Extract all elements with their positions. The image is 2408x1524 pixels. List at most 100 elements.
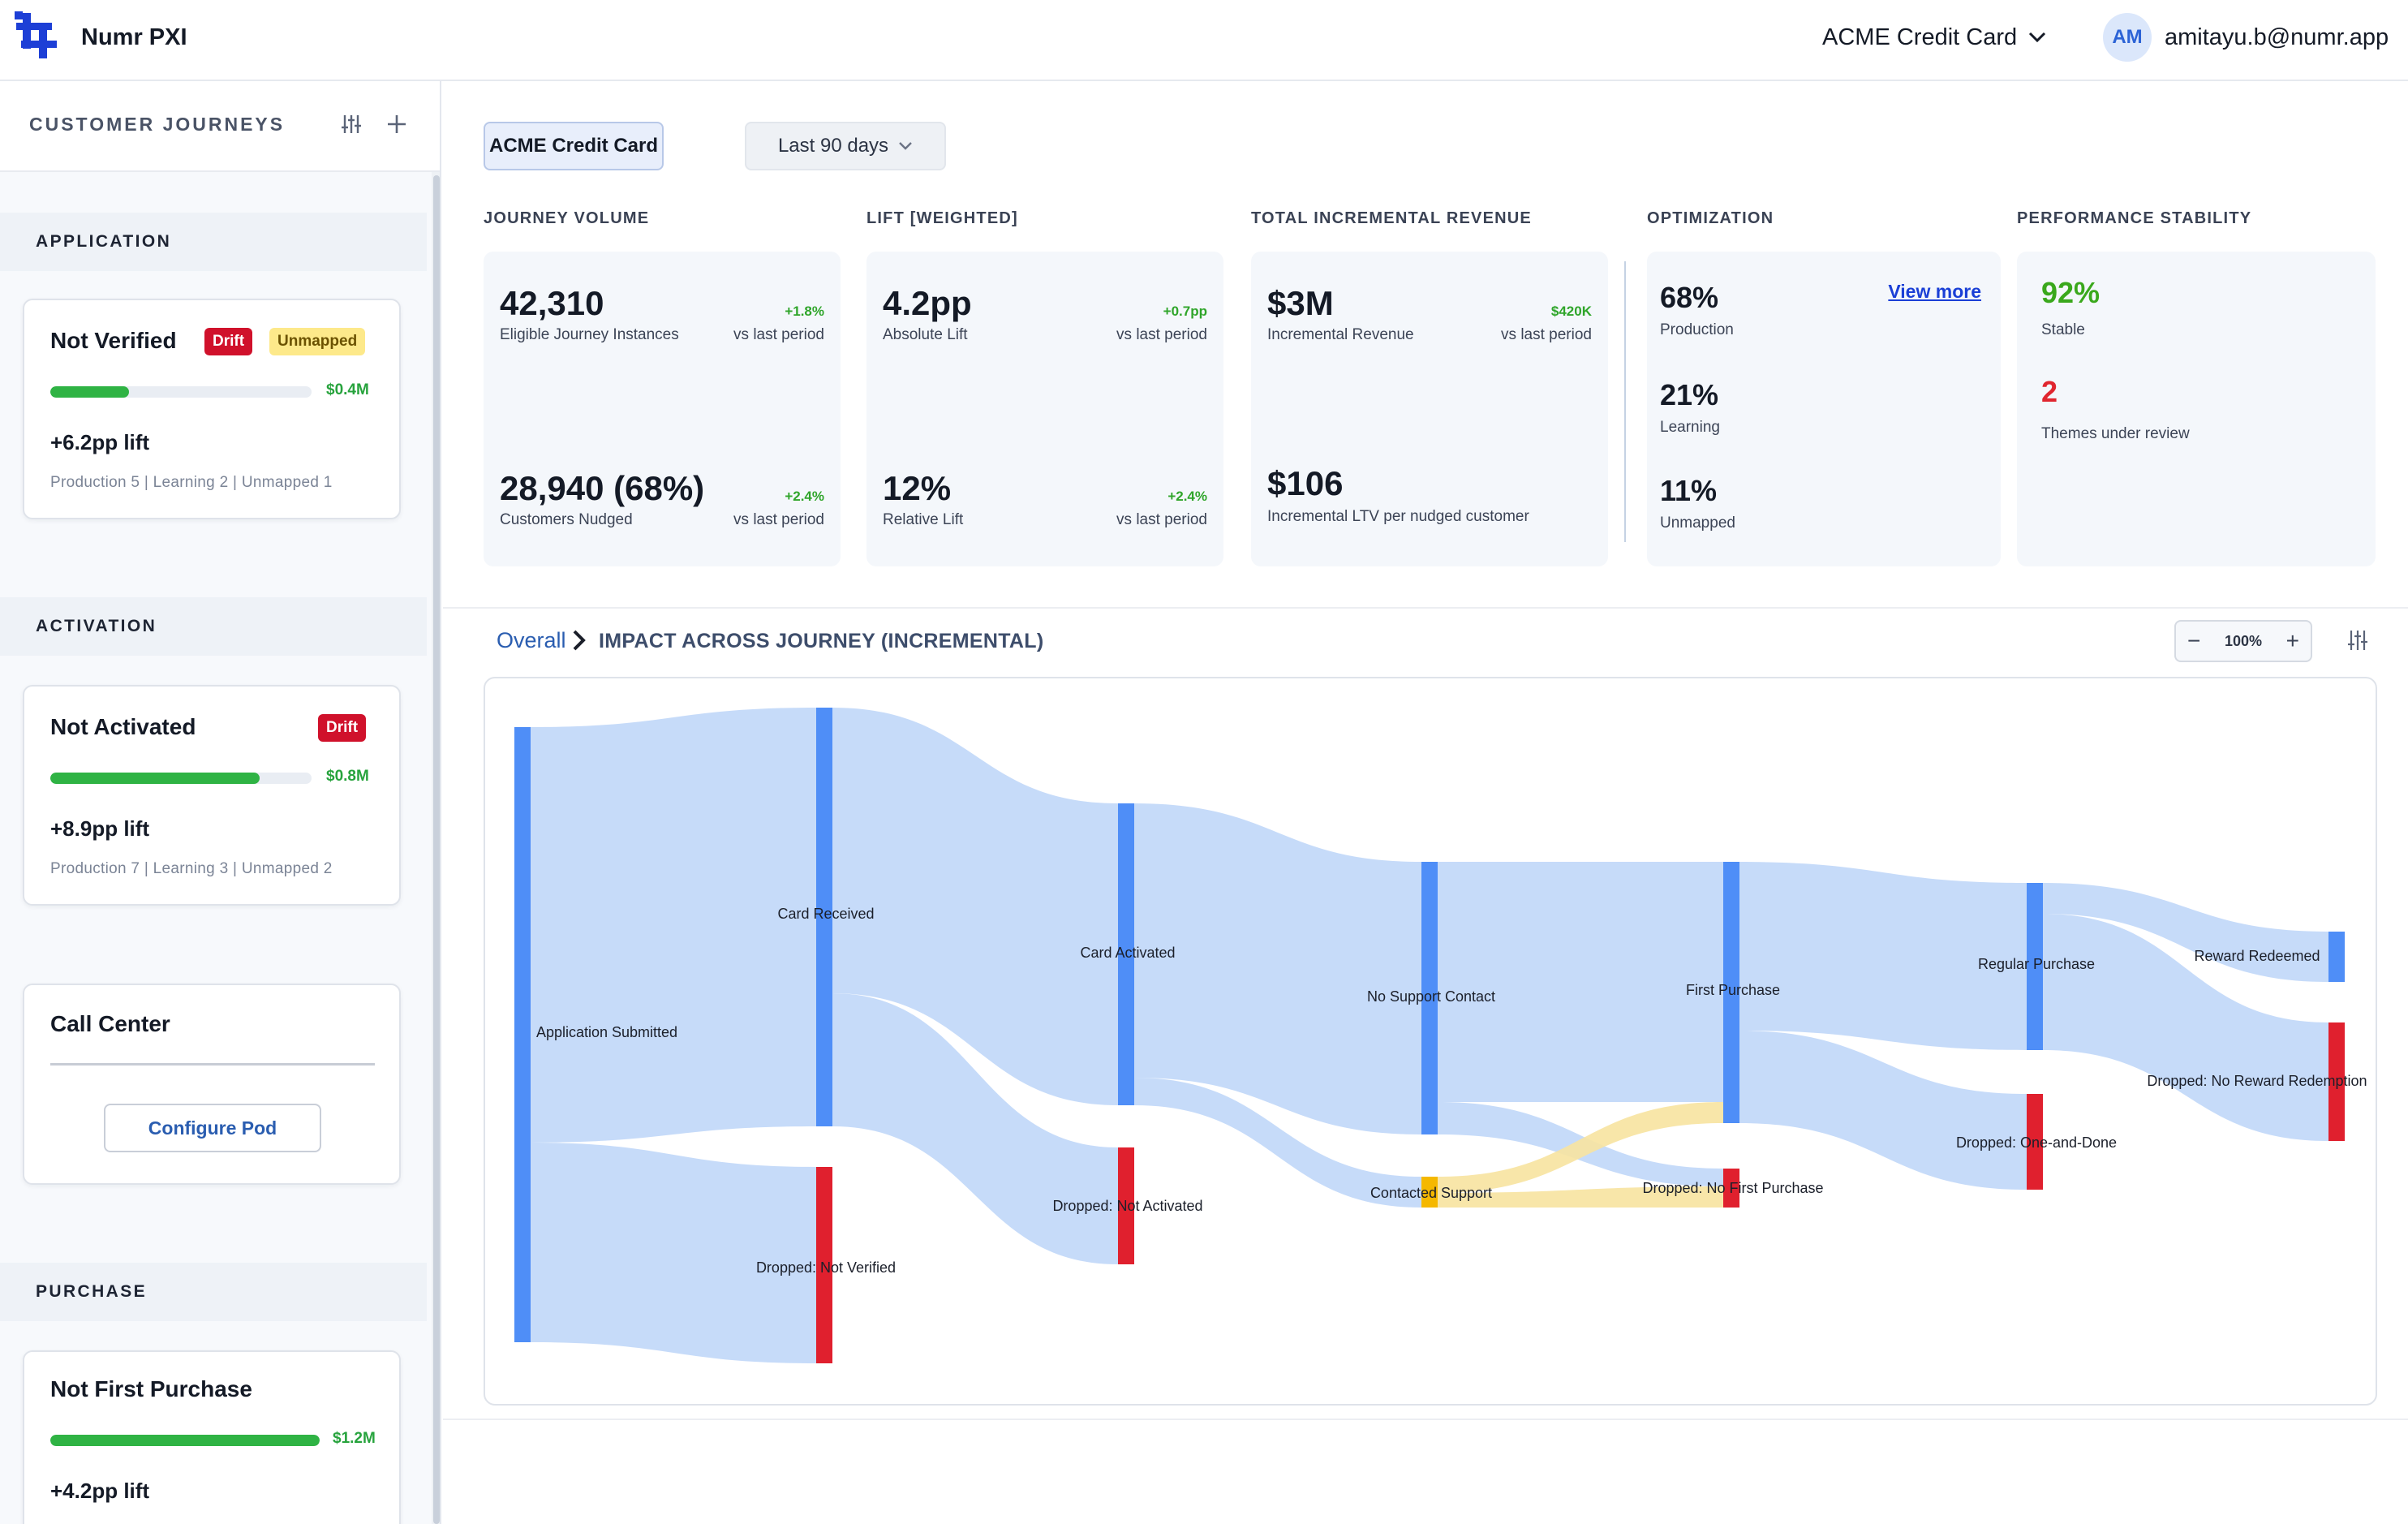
numr-logo-icon[interactable] xyxy=(15,11,58,60)
pod-title: Not Activated xyxy=(50,714,196,739)
kpi-label-optimization: OPTIMIZATION xyxy=(1647,209,1774,227)
sankey-node-label: Card Activated xyxy=(1080,945,1175,961)
sankey-link[interactable] xyxy=(1438,862,1723,1102)
sankey-link[interactable] xyxy=(1438,1186,1723,1208)
kpi-subtitle: Customers Nudged xyxy=(500,511,633,528)
zoom-out-button[interactable]: − xyxy=(2187,628,2201,653)
sankey-node[interactable] xyxy=(514,727,531,1342)
kpi-subtitle: Incremental Revenue xyxy=(1267,326,1414,343)
optimization-unmapped-value: 11% xyxy=(1660,474,1718,507)
sankey-node-label: Regular Purchase xyxy=(1978,956,2095,972)
sankey-link[interactable] xyxy=(832,993,1118,1264)
sankey-node[interactable] xyxy=(816,1167,832,1363)
pod-lift: +6.2pp lift xyxy=(50,430,150,454)
kpi-vs-period: vs last period xyxy=(1501,326,1592,343)
sankey-node[interactable] xyxy=(2328,932,2345,982)
kpi-card-lift: 4.2pp Absolute Lift +0.7pp vs last perio… xyxy=(866,252,1223,566)
pod-title: Call Center xyxy=(50,1011,170,1036)
product-filter-pill[interactable]: ACME Credit Card xyxy=(484,122,664,170)
sankey-link[interactable] xyxy=(2043,883,2328,982)
sankey-node[interactable] xyxy=(816,708,832,1126)
sankey-link[interactable] xyxy=(531,1143,816,1363)
section-activation: ACTIVATION xyxy=(0,597,427,656)
kpi-value: 28,940 (68%) xyxy=(500,469,705,507)
pod-not-first-purchase[interactable]: Not First Purchase $1.2M +4.2pp lift xyxy=(23,1350,401,1524)
sankey-node[interactable] xyxy=(1118,803,1134,1105)
sankey-node[interactable] xyxy=(1118,1147,1134,1264)
kpi-label-stability: PERFORMANCE STABILITY xyxy=(2017,209,2252,227)
kpi-label-journey-volume: JOURNEY VOLUME xyxy=(484,209,650,227)
sankey-link[interactable] xyxy=(832,708,1118,1105)
sankey-link[interactable] xyxy=(1739,862,2027,1050)
journey-title: IMPACT ACROSS JOURNEY (INCREMENTAL) xyxy=(599,630,1044,652)
breadcrumb-overall-link[interactable]: Overall xyxy=(497,628,566,652)
optimization-learning-label: Learning xyxy=(1660,419,1720,436)
configure-pod-button[interactable]: Configure Pod xyxy=(104,1104,321,1152)
sankey-node[interactable] xyxy=(2328,1022,2345,1141)
zoom-level: 100% xyxy=(2224,632,2263,649)
top-bar: Numr PXI ACME Credit Card AM amitayu.b@n… xyxy=(0,0,2408,81)
sankey-node-label: Card Received xyxy=(777,906,874,922)
pod-not-verified[interactable]: Not Verified Drift Unmapped $0.4M +6.2pp… xyxy=(23,299,401,519)
kpi-delta: $420K xyxy=(1550,304,1592,319)
pod-value: $0.4M xyxy=(326,381,369,398)
sankey-link[interactable] xyxy=(1134,803,1421,1134)
sankey-node[interactable] xyxy=(1421,862,1438,1134)
add-journey-plus-icon[interactable] xyxy=(383,110,411,138)
sankey-node[interactable] xyxy=(2027,883,2043,1050)
product-selector[interactable]: ACME Credit Card xyxy=(1822,21,2046,54)
zoom-control: − 100% + xyxy=(2174,620,2312,662)
sankey-node-label: Dropped: No Reward Redemption xyxy=(2147,1073,2367,1089)
kpi-vs-period: vs last period xyxy=(733,326,824,343)
sankey-chart: Application Submitted Card Received Droppe… xyxy=(514,708,2367,1363)
pod-not-activated[interactable]: Not Activated Drift $0.8M +8.9pp lift Pr… xyxy=(23,685,401,906)
view-more-link[interactable]: View more xyxy=(1888,281,1981,302)
filter-sliders-icon[interactable] xyxy=(338,110,365,138)
sankey-node[interactable] xyxy=(1723,862,1739,1123)
optimization-learning-value: 21% xyxy=(1660,378,1719,411)
date-range-select[interactable]: Last 90 days xyxy=(745,122,946,170)
stability-label: Stable xyxy=(2041,321,2085,338)
app-name: Numr PXI xyxy=(81,24,187,50)
section-divider xyxy=(443,607,2408,609)
optimization-unmapped-label: Unmapped xyxy=(1660,514,1735,532)
kpi-label-revenue: TOTAL INCREMENTAL REVENUE xyxy=(1251,209,1532,227)
chevron-right-icon xyxy=(573,630,586,651)
avatar[interactable]: AM xyxy=(2103,13,2152,62)
unmapped-badge: Unmapped xyxy=(269,328,366,355)
optimization-production-value: 68% xyxy=(1660,281,1719,314)
pod-progress-bar xyxy=(50,386,312,398)
sankey-node[interactable] xyxy=(2027,1094,2043,1190)
pod-meta: Production 7 | Learning 3 | Unmapped 2 xyxy=(50,860,333,877)
pod-lift: +8.9pp lift xyxy=(50,816,150,841)
zoom-in-button[interactable]: + xyxy=(2285,628,2299,653)
sankey-link[interactable] xyxy=(1134,1078,1421,1208)
pod-progress-bar xyxy=(50,773,312,784)
pod-value: $1.2M xyxy=(333,1430,376,1447)
sankey-node-label: Dropped: No First Purchase xyxy=(1642,1180,1823,1196)
sidebar-scrollbar-thumb[interactable] xyxy=(433,175,440,1524)
sankey-node[interactable] xyxy=(1421,1177,1438,1208)
chevron-down-icon xyxy=(2029,32,2046,43)
optimization-production-label: Production xyxy=(1660,321,1734,338)
sankey-node-label: Dropped: One-and-Done xyxy=(1956,1134,2117,1151)
kpi-value: 42,310 xyxy=(500,284,604,322)
sankey-link[interactable] xyxy=(1739,1031,2027,1190)
sankey-node-label: Dropped: Not Activated xyxy=(1052,1198,1202,1214)
sankey-link[interactable] xyxy=(531,708,816,1143)
drift-badge: Drift xyxy=(204,328,253,355)
chevron-down-icon xyxy=(899,142,912,150)
kpi-label-lift: LIFT [WEIGHTED] xyxy=(866,209,1018,227)
sankey-link[interactable] xyxy=(1438,1102,1723,1193)
sankey-link[interactable] xyxy=(2043,914,2328,1141)
product-selector-label: ACME Credit Card xyxy=(1822,24,2018,50)
user-menu[interactable]: AM amitayu.b@numr.app xyxy=(2103,13,2389,62)
chart-settings-sliders-icon[interactable] xyxy=(2346,628,2369,657)
sankey-node[interactable] xyxy=(1723,1169,1739,1208)
pod-divider xyxy=(50,1063,375,1066)
sankey-node-label: Application Submitted xyxy=(536,1024,677,1040)
kpi-vs-period: vs last period xyxy=(1116,326,1207,343)
pod-lift: +4.2pp lift xyxy=(50,1479,150,1503)
pod-value: $0.8M xyxy=(326,768,369,785)
main-content: ACME Credit Card Last 90 days JOURNEY VO… xyxy=(443,81,2408,1524)
